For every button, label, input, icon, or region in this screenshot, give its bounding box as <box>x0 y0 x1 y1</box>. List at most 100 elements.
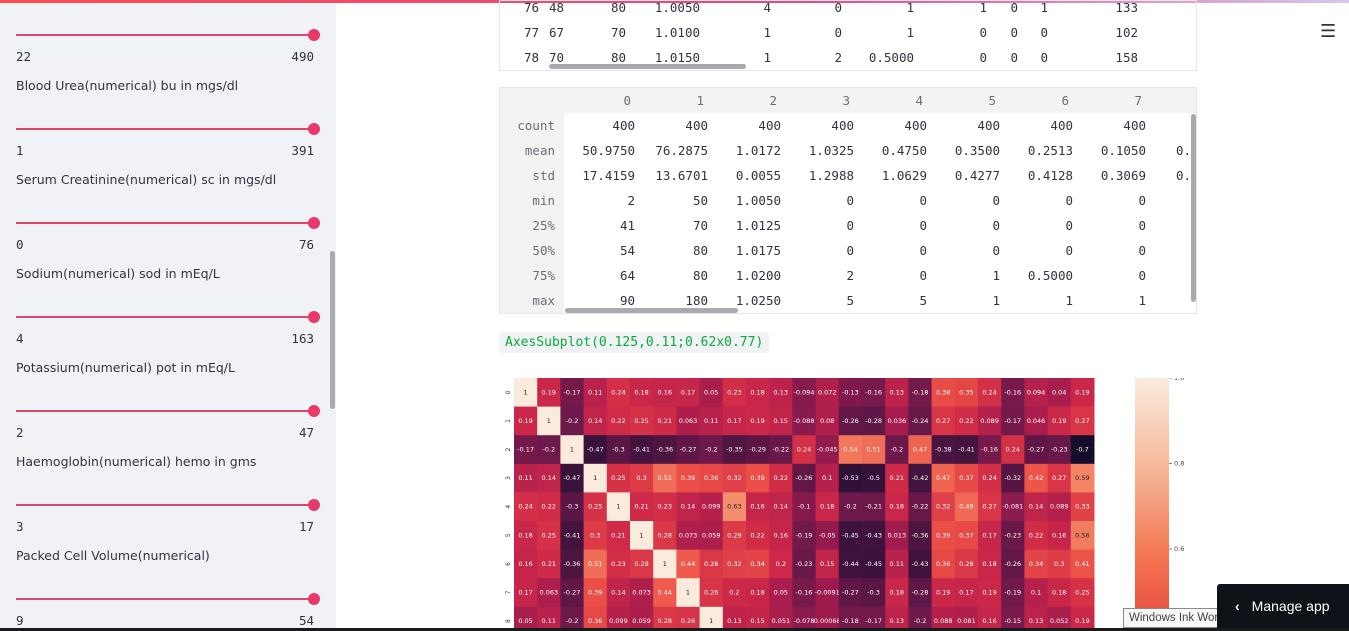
column-header[interactable]: 5 <box>988 93 996 108</box>
heatmap-cell-label: 0.17 <box>959 589 973 597</box>
column-header[interactable]: 2 <box>769 93 777 108</box>
heatmap-cell-label: 0.32 <box>936 503 950 511</box>
heatmap-cell <box>885 406 909 436</box>
heatmap-cell <box>583 606 608 631</box>
heatmap-cell <box>746 406 770 436</box>
heatmap-row-label: 7 <box>505 590 512 594</box>
table-cell: 0 <box>1010 0 1018 15</box>
sidebar[interactable]: 22 490 Blood Urea(numerical) bu in mgs/dl 1… <box>0 3 336 631</box>
slider-thumb[interactable] <box>308 405 320 417</box>
slider-thumb[interactable] <box>308 29 320 41</box>
heatmap-cell <box>931 435 956 465</box>
heatmap-cell-label: 0.13 <box>1029 617 1043 625</box>
slider-thumb[interactable] <box>308 593 320 605</box>
slider-track[interactable] <box>16 34 314 36</box>
heatmap-cell-label: 0.23 <box>611 560 625 568</box>
heatmap-cell <box>885 549 909 579</box>
heatmap-cell-label: 0.05 <box>774 589 788 597</box>
heatmap-cell-label: 0.22 <box>611 417 625 425</box>
heatmap-cell <box>1001 406 1025 436</box>
heatmap-row-label: 4 <box>505 505 512 509</box>
slider-label: Blood Urea(numerical) bu in mgs/dl <box>16 78 239 93</box>
slider-track[interactable] <box>16 598 314 600</box>
heatmap-cell <box>885 578 909 608</box>
heatmap-cell-label: -0.5 <box>867 474 880 482</box>
describe-table[interactable]: 0 1 2 3 4 5 6 7 count 400 400 400 400 400 400 400 400 mea… <box>499 87 1197 314</box>
heatmap-cell <box>537 435 561 465</box>
table-horizontal-scrollbar[interactable] <box>565 308 738 313</box>
heatmap-cell <box>653 549 677 579</box>
table-cell: 4 <box>763 0 771 15</box>
column-header[interactable]: 3 <box>842 93 850 108</box>
slider-track[interactable] <box>16 316 314 318</box>
manage-app-button[interactable]: ‹ Manage app <box>1217 584 1349 628</box>
heatmap-cell <box>1047 549 1072 579</box>
heatmap-cell-label: 0.22 <box>1029 531 1043 539</box>
table-cell: 0 <box>1040 25 1048 40</box>
heatmap-cell <box>1047 435 1072 465</box>
table-cell: 0 <box>1138 193 1146 208</box>
table-cell: 0.4750 <box>881 143 927 158</box>
slider-track[interactable] <box>16 222 314 224</box>
heatmap-cell-label: 0.56 <box>1075 531 1089 539</box>
heatmap-cell-label: 0.29 <box>727 531 741 539</box>
table-cell: 70 <box>692 218 708 233</box>
row-index: 77 <box>523 25 539 40</box>
table-vertical-scrollbar[interactable] <box>1191 114 1196 302</box>
heatmap-cell-label: 0.11 <box>890 560 904 568</box>
heatmap-cell <box>769 492 793 522</box>
table-header-row <box>500 88 1196 113</box>
heatmap-cell-label: 0.072 <box>818 388 837 396</box>
slider-thumb[interactable] <box>308 123 320 135</box>
heatmap-cell <box>885 606 909 631</box>
heatmap-cell <box>815 406 840 436</box>
heatmap-cell <box>514 406 538 436</box>
column-header[interactable]: 7 <box>1134 93 1142 108</box>
heatmap-cell <box>746 463 770 493</box>
heatmap-cell <box>676 521 701 551</box>
heatmap-cell-label: 0.47 <box>913 446 927 454</box>
table-horizontal-scrollbar[interactable] <box>549 64 746 69</box>
heatmap-cell-label: 0.089 <box>980 417 999 425</box>
heatmap-cell <box>537 549 561 579</box>
heatmap-cell-label: 0.25 <box>588 503 602 511</box>
row-index: count <box>517 118 555 133</box>
menu-icon[interactable]: ☰ <box>1320 21 1337 42</box>
row-index: 78 <box>523 50 539 65</box>
heatmap-cell <box>908 606 933 631</box>
slider-track[interactable] <box>16 410 314 412</box>
column-header[interactable]: 0 <box>623 93 631 108</box>
heatmap-cell-label: -0.2 <box>844 503 857 511</box>
heatmap-cell-label: 0.24 <box>1006 446 1020 454</box>
heatmap-cell <box>792 406 817 436</box>
slider-track[interactable] <box>16 128 314 130</box>
slider-thumb[interactable] <box>308 499 320 511</box>
column-header[interactable]: 6 <box>1061 93 1069 108</box>
chevron-left-icon: ‹ <box>1235 598 1240 614</box>
table-cell: 1 <box>906 25 914 40</box>
column-header[interactable]: 4 <box>915 93 923 108</box>
heatmap-cell <box>792 435 817 465</box>
heatmap-cell-label: 0.21 <box>634 503 648 511</box>
heatmap-cell-label: 0.39 <box>588 589 602 597</box>
heatmap-cell-label: -0.38 <box>935 446 952 454</box>
data-table[interactable]: 76 48 80 1.0050 4 0 1 1 0 1 133 77 67 70 1.0100 1 0 1 0 0 0 1… <box>499 0 1197 71</box>
slider-thumb[interactable] <box>308 217 320 229</box>
heatmap-cell-label: 0.2 <box>776 560 786 568</box>
heatmap-cell-label: -0.26 <box>842 417 859 425</box>
slider-thumb[interactable] <box>308 311 320 323</box>
heatmap-cell <box>606 463 631 493</box>
heatmap-cell <box>908 521 933 551</box>
heatmap-cell <box>769 521 793 551</box>
heatmap-cell-label: 0.37 <box>959 531 973 539</box>
row-index: 25% <box>532 218 555 233</box>
slider-track[interactable] <box>16 504 314 506</box>
table-cell: 1.0175 <box>735 243 781 258</box>
heatmap-cell-label: 0.16 <box>774 531 788 539</box>
heatmap-cell-label: -0.2 <box>914 617 927 625</box>
heatmap-cell-label: -0.0091 <box>815 589 840 597</box>
column-header[interactable]: 1 <box>696 93 704 108</box>
heatmap-cell <box>908 463 933 493</box>
heatmap-cell-label: -0.44 <box>842 560 859 568</box>
sidebar-scrollbar[interactable] <box>330 251 335 409</box>
